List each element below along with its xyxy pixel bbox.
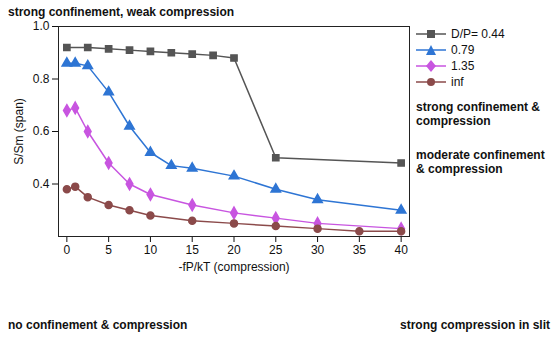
svg-text:25: 25	[269, 243, 283, 257]
svg-text:-fP/kT (compression): -fP/kT (compression)	[178, 260, 289, 274]
svg-text:40: 40	[394, 243, 408, 257]
svg-text:5: 5	[105, 243, 112, 257]
html-text:0.79: 0.79	[451, 43, 475, 57]
html-text:strong confinement, weak compr: strong confinement, weak compression	[8, 5, 235, 19]
svg-text:0: 0	[64, 243, 71, 257]
svg-text:20: 20	[227, 243, 241, 257]
svg-text:35: 35	[353, 243, 367, 257]
svg-text:S/Sm (span): S/Sm (span)	[12, 98, 26, 165]
svg-text:0.8: 0.8	[33, 72, 50, 86]
svg-text:10: 10	[144, 243, 158, 257]
html-text:no confinement & compression: no confinement & compression	[8, 318, 188, 332]
svg-text:1.0: 1.0	[33, 19, 50, 33]
svg-text:30: 30	[311, 243, 325, 257]
html-text:moderate confinement & compres: moderate confinement & compression	[416, 148, 545, 176]
html-text:inf: inf	[451, 75, 464, 89]
html-text:strong confinement & compressi: strong confinement & compression	[416, 100, 540, 128]
html-text:1.35: 1.35	[451, 59, 475, 73]
html-text:strong compression in slit: strong compression in slit	[400, 318, 550, 332]
svg-text:0.4: 0.4	[33, 177, 50, 191]
svg-text:0.6: 0.6	[33, 124, 50, 138]
html-text:D/P= 0.44: D/P= 0.44	[451, 27, 505, 41]
svg-text:15: 15	[186, 243, 200, 257]
